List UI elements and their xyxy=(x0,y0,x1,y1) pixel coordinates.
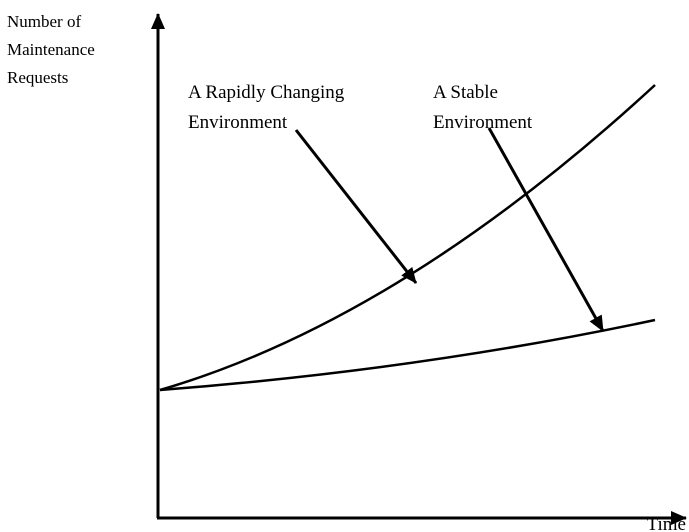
stable-curve xyxy=(159,318,656,392)
y-axis-label: Number of xyxy=(7,12,81,31)
y-axis-label: Requests xyxy=(7,68,68,87)
x-axis-label: Time xyxy=(647,514,686,532)
stable-arrow xyxy=(487,127,605,332)
y-axis-label: Maintenance xyxy=(7,40,95,59)
annotation: A Rapidly Changing xyxy=(188,82,345,103)
annotation: Environment xyxy=(433,112,533,133)
annotation: Environment xyxy=(188,112,288,133)
annotation: A Stable xyxy=(433,82,498,103)
rapid-arrow xyxy=(294,129,418,284)
